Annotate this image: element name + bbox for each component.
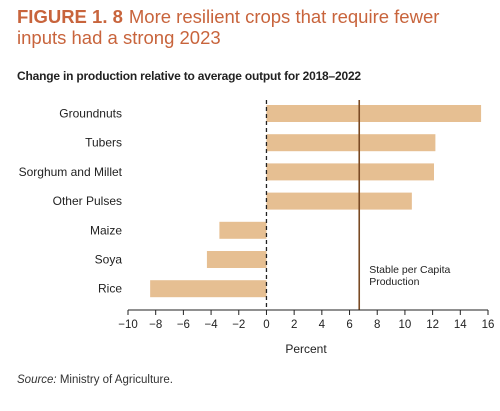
x-axis-title: Percent (285, 342, 327, 356)
category-label: Maize (90, 223, 122, 237)
bar-3 (266, 163, 434, 181)
chart-subtitle: Change in production relative to average… (17, 69, 361, 83)
x-tick-label: 8 (374, 319, 380, 331)
bar-5 (219, 221, 267, 239)
bar-chart: Groundnuts Tubers Sorghum and Millet Other … (19, 100, 495, 356)
x-tick-label: 4 (319, 319, 326, 331)
x-tick-label: −2 (232, 319, 245, 331)
bar-4 (266, 192, 412, 210)
x-tick-label: 14 (454, 319, 467, 331)
category-label: Tubers (85, 136, 122, 150)
x-tick-label: −8 (149, 319, 162, 331)
figure-heading: FIGURE 1. 8 More resilient crops that req… (17, 6, 487, 48)
source-text: Ministry of Agriculture. (59, 374, 173, 386)
source-label: Source: (17, 374, 57, 386)
category-label: Other Pulses (53, 194, 122, 208)
x-tick-label: −4 (205, 319, 219, 331)
figure-title: More resilient crops that require fewer … (17, 6, 440, 48)
x-tick-label: 2 (291, 319, 297, 331)
category-label: Rice (98, 282, 122, 296)
x-tick-label: 16 (482, 319, 495, 331)
category-label: Soya (95, 253, 123, 267)
x-tick-label: 10 (399, 319, 412, 331)
reference-label-line: Production (369, 276, 419, 288)
reference-label-line: Stable per Capita (369, 264, 450, 276)
bar-6 (206, 251, 267, 268)
x-tick-label: 6 (346, 319, 352, 331)
source-note: Source: Ministry of Agriculture. (17, 374, 173, 386)
bar-1 (266, 105, 482, 122)
bar-2 (266, 134, 436, 152)
bar-7 (150, 280, 267, 298)
category-label: Groundnuts (59, 107, 122, 121)
figure-number: FIGURE 1. 8 (17, 6, 123, 27)
x-tick-label: 0 (263, 319, 269, 331)
category-label: Sorghum and Millet (19, 165, 123, 179)
x-tick-label: −6 (177, 319, 190, 331)
x-tick-label: −10 (118, 319, 138, 331)
x-tick-label: 12 (426, 319, 439, 331)
